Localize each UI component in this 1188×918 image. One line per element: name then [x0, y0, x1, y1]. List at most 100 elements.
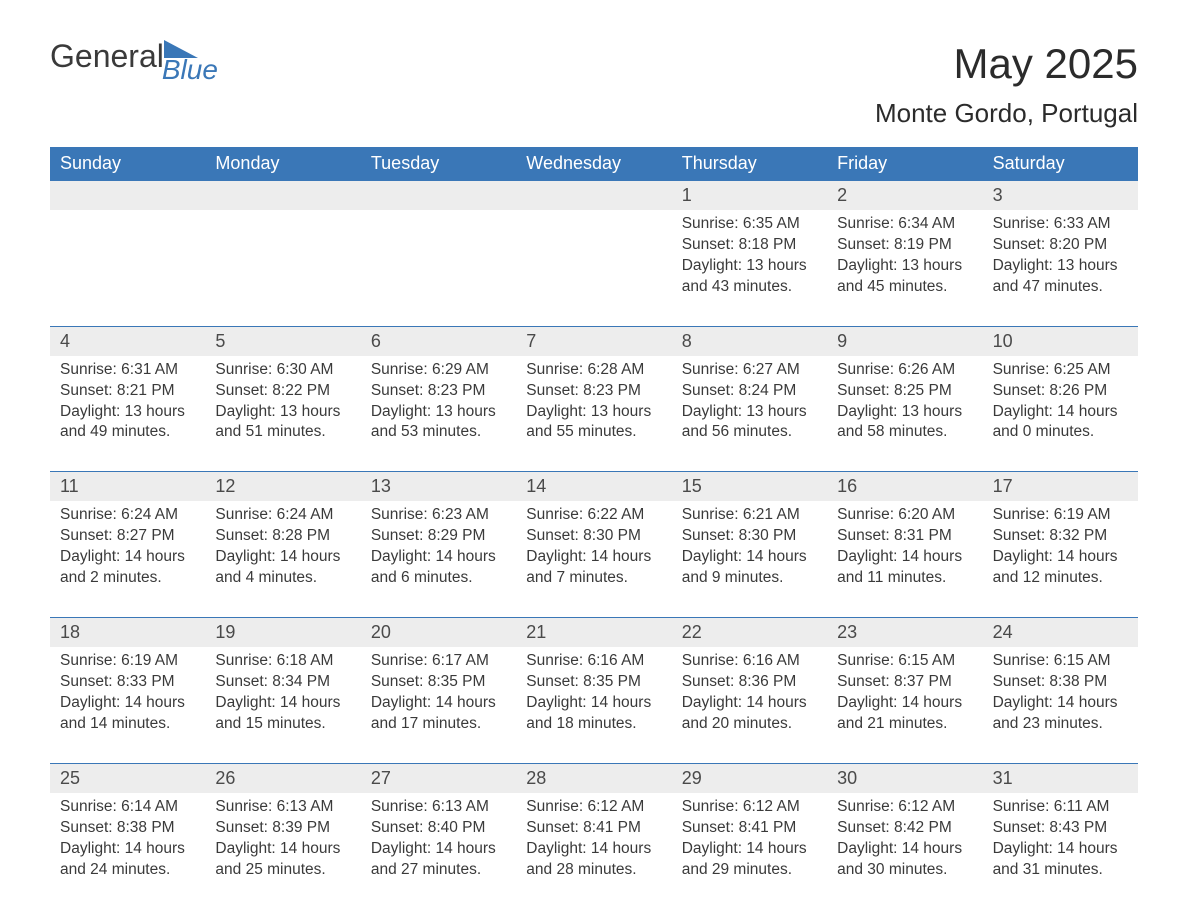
sunrise-line: Sunrise: 6:17 AM: [371, 651, 506, 672]
sunrise-line: Sunrise: 6:11 AM: [993, 797, 1128, 818]
sunrise-line: Sunrise: 6:23 AM: [371, 505, 506, 526]
logo-mark: Blue: [162, 40, 218, 84]
empty-cell: [361, 210, 516, 326]
week-detail-row: Sunrise: 6:19 AMSunset: 8:33 PMDaylight:…: [50, 647, 1138, 763]
daylight-line: Daylight: 14 hours and 27 minutes.: [371, 839, 506, 881]
daylight-line: Daylight: 13 hours and 43 minutes.: [682, 256, 817, 298]
weekday-header: Sunday: [50, 147, 205, 180]
calendar: SundayMondayTuesdayWednesdayThursdayFrid…: [50, 147, 1138, 908]
sunrise-line: Sunrise: 6:14 AM: [60, 797, 195, 818]
day-number: 12: [205, 471, 360, 501]
day-details: Sunrise: 6:16 AMSunset: 8:35 PMDaylight:…: [516, 647, 671, 763]
sunset-line: Sunset: 8:36 PM: [682, 672, 817, 693]
empty-cell: [361, 180, 516, 210]
empty-cell: [50, 180, 205, 210]
day-number: 18: [50, 617, 205, 647]
daylight-line: Daylight: 14 hours and 7 minutes.: [526, 547, 661, 589]
day-number: 21: [516, 617, 671, 647]
daylight-line: Daylight: 14 hours and 17 minutes.: [371, 693, 506, 735]
day-number: 9: [827, 326, 982, 356]
week-daynum-row: 25262728293031: [50, 763, 1138, 793]
sunset-line: Sunset: 8:25 PM: [837, 381, 972, 402]
sunset-line: Sunset: 8:22 PM: [215, 381, 350, 402]
sunset-line: Sunset: 8:34 PM: [215, 672, 350, 693]
sunrise-line: Sunrise: 6:26 AM: [837, 360, 972, 381]
sunset-line: Sunset: 8:28 PM: [215, 526, 350, 547]
sunrise-line: Sunrise: 6:24 AM: [60, 505, 195, 526]
weekday-header: Friday: [827, 147, 982, 180]
day-details: Sunrise: 6:35 AMSunset: 8:18 PMDaylight:…: [672, 210, 827, 326]
daylight-line: Daylight: 14 hours and 30 minutes.: [837, 839, 972, 881]
day-details: Sunrise: 6:12 AMSunset: 8:41 PMDaylight:…: [672, 793, 827, 909]
header: General Blue May 2025 Monte Gordo, Portu…: [50, 40, 1138, 129]
sunset-line: Sunset: 8:18 PM: [682, 235, 817, 256]
sunset-line: Sunset: 8:43 PM: [993, 818, 1128, 839]
sunrise-line: Sunrise: 6:19 AM: [993, 505, 1128, 526]
sunrise-line: Sunrise: 6:12 AM: [526, 797, 661, 818]
sunset-line: Sunset: 8:37 PM: [837, 672, 972, 693]
sunset-line: Sunset: 8:30 PM: [682, 526, 817, 547]
sunset-line: Sunset: 8:23 PM: [371, 381, 506, 402]
day-number: 20: [361, 617, 516, 647]
day-details: Sunrise: 6:25 AMSunset: 8:26 PMDaylight:…: [983, 356, 1138, 472]
logo-word-general: General: [50, 40, 164, 72]
sunrise-line: Sunrise: 6:24 AM: [215, 505, 350, 526]
week-detail-row: Sunrise: 6:14 AMSunset: 8:38 PMDaylight:…: [50, 793, 1138, 909]
day-number: 29: [672, 763, 827, 793]
day-number: 7: [516, 326, 671, 356]
empty-cell: [205, 180, 360, 210]
sunset-line: Sunset: 8:29 PM: [371, 526, 506, 547]
daylight-line: Daylight: 13 hours and 55 minutes.: [526, 402, 661, 444]
daylight-line: Daylight: 14 hours and 25 minutes.: [215, 839, 350, 881]
sunset-line: Sunset: 8:24 PM: [682, 381, 817, 402]
day-number: 6: [361, 326, 516, 356]
daylight-line: Daylight: 14 hours and 14 minutes.: [60, 693, 195, 735]
daylight-line: Daylight: 14 hours and 23 minutes.: [993, 693, 1128, 735]
sunrise-line: Sunrise: 6:21 AM: [682, 505, 817, 526]
day-number: 3: [983, 180, 1138, 210]
sunset-line: Sunset: 8:38 PM: [993, 672, 1128, 693]
weekday-header: Saturday: [983, 147, 1138, 180]
day-details: Sunrise: 6:19 AMSunset: 8:32 PMDaylight:…: [983, 501, 1138, 617]
day-details: Sunrise: 6:17 AMSunset: 8:35 PMDaylight:…: [361, 647, 516, 763]
week-daynum-row: 45678910: [50, 326, 1138, 356]
sunset-line: Sunset: 8:41 PM: [682, 818, 817, 839]
weekday-header: Tuesday: [361, 147, 516, 180]
day-number: 30: [827, 763, 982, 793]
sunrise-line: Sunrise: 6:13 AM: [215, 797, 350, 818]
daylight-line: Daylight: 14 hours and 20 minutes.: [682, 693, 817, 735]
day-details: Sunrise: 6:21 AMSunset: 8:30 PMDaylight:…: [672, 501, 827, 617]
daylight-line: Daylight: 14 hours and 29 minutes.: [682, 839, 817, 881]
title-block: May 2025 Monte Gordo, Portugal: [875, 40, 1138, 129]
sunrise-line: Sunrise: 6:30 AM: [215, 360, 350, 381]
day-details: Sunrise: 6:13 AMSunset: 8:39 PMDaylight:…: [205, 793, 360, 909]
sunrise-line: Sunrise: 6:25 AM: [993, 360, 1128, 381]
sunrise-line: Sunrise: 6:18 AM: [215, 651, 350, 672]
sunset-line: Sunset: 8:21 PM: [60, 381, 195, 402]
day-number: 10: [983, 326, 1138, 356]
sunset-line: Sunset: 8:27 PM: [60, 526, 195, 547]
day-details: Sunrise: 6:29 AMSunset: 8:23 PMDaylight:…: [361, 356, 516, 472]
daylight-line: Daylight: 13 hours and 53 minutes.: [371, 402, 506, 444]
day-details: Sunrise: 6:22 AMSunset: 8:30 PMDaylight:…: [516, 501, 671, 617]
location-label: Monte Gordo, Portugal: [875, 98, 1138, 129]
day-number: 22: [672, 617, 827, 647]
sunset-line: Sunset: 8:42 PM: [837, 818, 972, 839]
sunrise-line: Sunrise: 6:16 AM: [526, 651, 661, 672]
sunset-line: Sunset: 8:41 PM: [526, 818, 661, 839]
daylight-line: Daylight: 13 hours and 58 minutes.: [837, 402, 972, 444]
daylight-line: Daylight: 13 hours and 49 minutes.: [60, 402, 195, 444]
sunset-line: Sunset: 8:32 PM: [993, 526, 1128, 547]
day-number: 24: [983, 617, 1138, 647]
day-details: Sunrise: 6:31 AMSunset: 8:21 PMDaylight:…: [50, 356, 205, 472]
day-number: 31: [983, 763, 1138, 793]
sunrise-line: Sunrise: 6:31 AM: [60, 360, 195, 381]
sunrise-line: Sunrise: 6:20 AM: [837, 505, 972, 526]
day-number: 17: [983, 471, 1138, 501]
daylight-line: Daylight: 14 hours and 9 minutes.: [682, 547, 817, 589]
daylight-line: Daylight: 14 hours and 28 minutes.: [526, 839, 661, 881]
day-number: 28: [516, 763, 671, 793]
calendar-body: 12 3 Sunrise: 6:35 AMSunset: 8:18 PMDaylig…: [50, 180, 1138, 908]
week-daynum-row: 18192021222324: [50, 617, 1138, 647]
day-details: Sunrise: 6:33 AMSunset: 8:20 PMDaylight:…: [983, 210, 1138, 326]
